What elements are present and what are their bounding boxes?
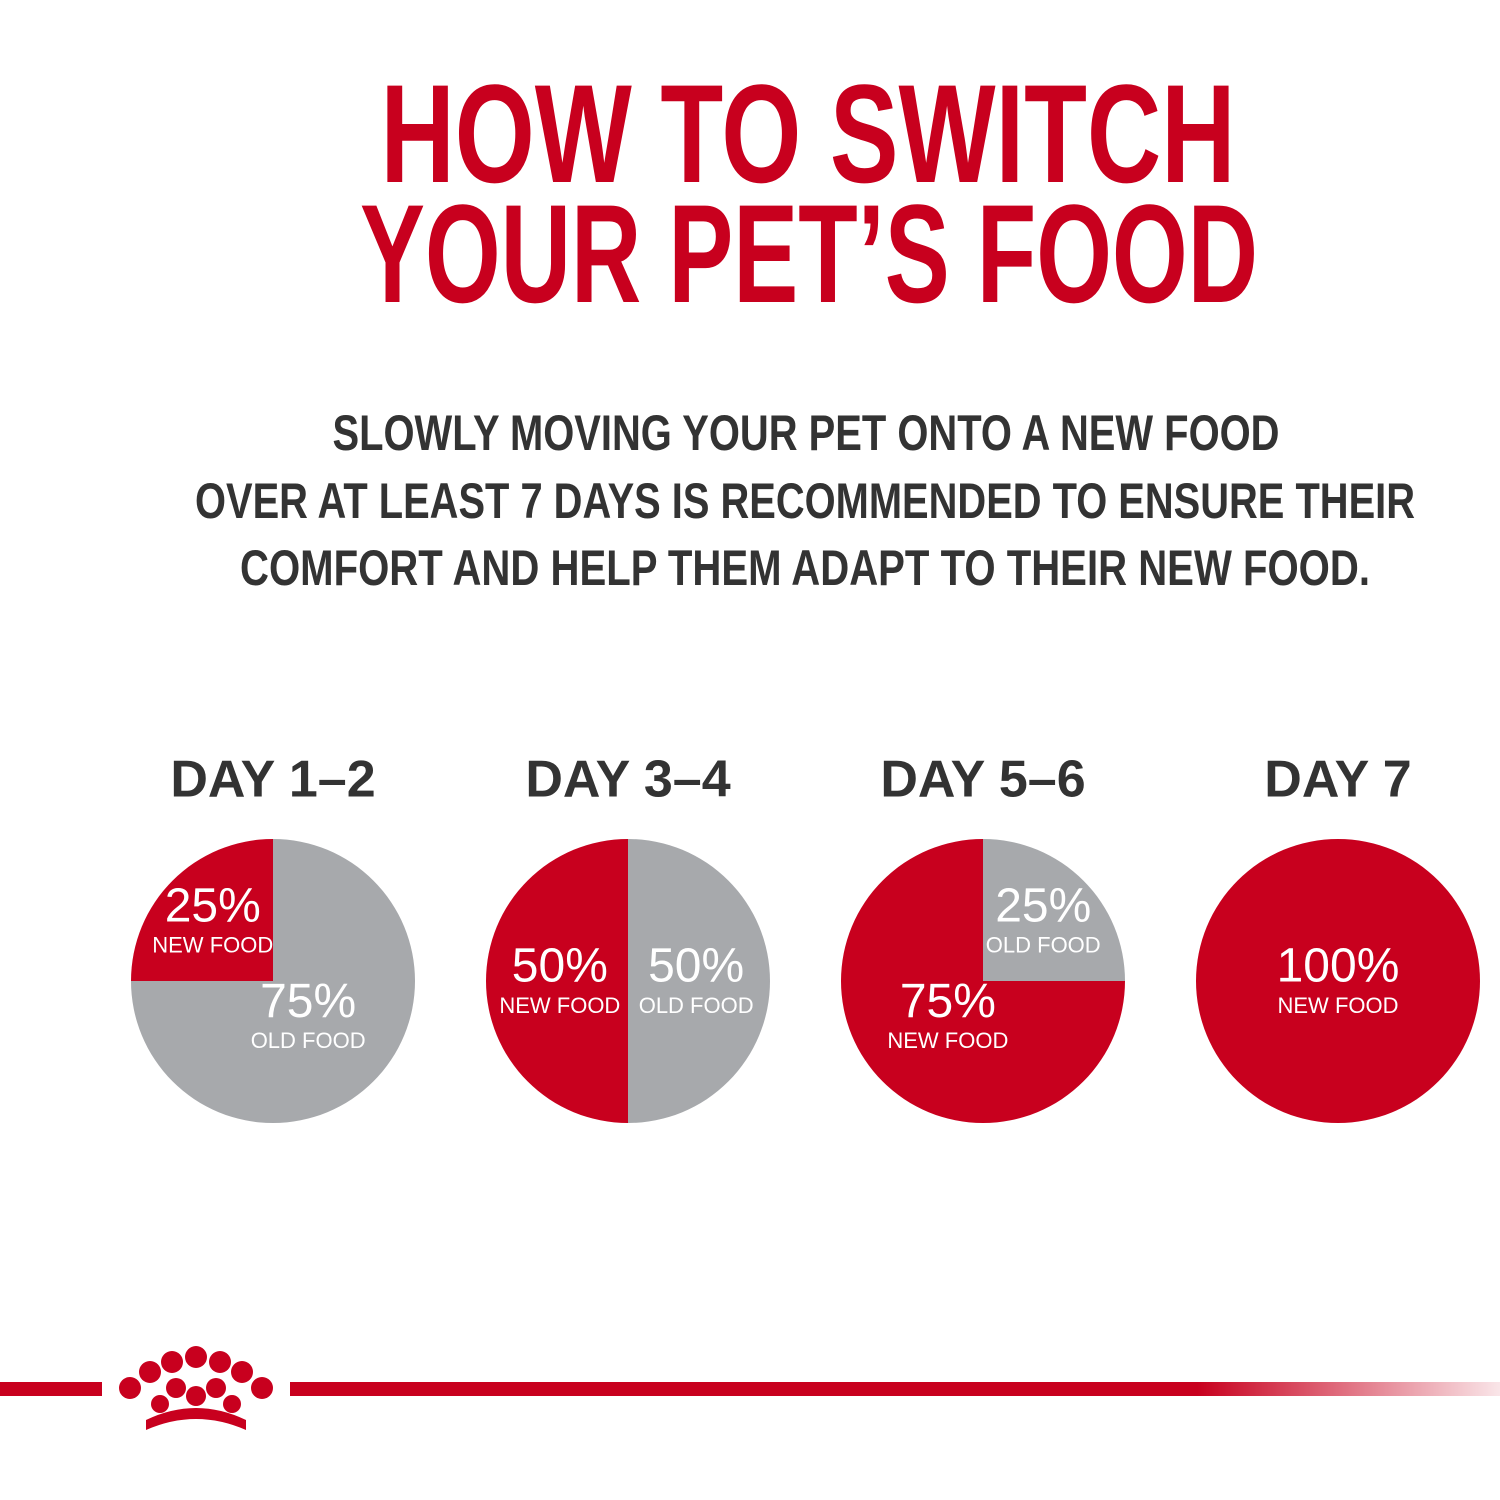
title-line: HOW TO SWITCH [381, 55, 1236, 212]
category-label: OLD FOOD [986, 933, 1101, 958]
footer-line [290, 1382, 1500, 1396]
subtitle-line: OVER AT LEAST 7 DAYS IS RECOMMENDED TO E… [195, 473, 1415, 529]
subtitle-line: SLOWLY MOVING YOUR PET ONTO A NEW FOOD [333, 405, 1280, 461]
value-label: 50% [648, 940, 744, 993]
pie-slice [628, 839, 770, 1123]
pie-slice [131, 839, 415, 1123]
day-title: DAY 7 [1264, 751, 1411, 809]
footer-line [0, 1382, 102, 1396]
day-title: DAY 1–2 [170, 751, 375, 809]
category-label: NEW FOOD [887, 1028, 1008, 1053]
category-label: NEW FOOD [152, 933, 273, 958]
crown-logo [119, 1346, 273, 1430]
pie-slice [1196, 839, 1480, 1123]
value-label: 75% [900, 975, 996, 1028]
pie-slice [131, 839, 273, 981]
footer [0, 1346, 1500, 1430]
value-label: 25% [165, 879, 261, 932]
category-label: OLD FOOD [251, 1028, 366, 1053]
category-label: NEW FOOD [1278, 993, 1399, 1018]
category-label: OLD FOOD [639, 993, 754, 1018]
value-label: 100% [1277, 940, 1400, 993]
pie-slice [486, 839, 628, 1123]
value-label: 50% [512, 940, 608, 993]
title-line: YOUR PET’S FOOD [360, 175, 1258, 332]
category-label: NEW FOOD [499, 993, 620, 1018]
day-title: DAY 5–6 [880, 751, 1085, 809]
day-title: DAY 3–4 [525, 751, 730, 809]
subtitle-line: COMFORT AND HELP THEM ADAPT TO THEIR NEW… [240, 540, 1370, 596]
value-label: 25% [995, 879, 1091, 932]
value-label: 75% [260, 975, 356, 1028]
pie-slice [983, 839, 1125, 981]
